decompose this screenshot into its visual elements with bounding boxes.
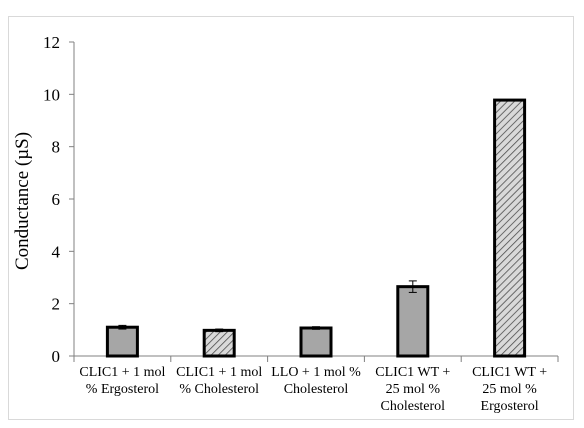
bar-3 (299, 326, 333, 358)
error-bar-2 (215, 328, 224, 333)
y-tick-label: 6 (52, 190, 61, 209)
y-tick-label: 2 (52, 295, 61, 314)
bar-4 (396, 285, 430, 358)
bar-2 (202, 328, 236, 358)
y-tick-label: 8 (52, 138, 61, 157)
x-tick-label-1: CLIC1 + 1 mol% Ergosterol (79, 365, 165, 397)
bar-5 (493, 98, 527, 358)
y-tick-label: 12 (43, 33, 60, 52)
error-bar-3 (312, 326, 320, 330)
error-bar-1 (118, 324, 127, 330)
error-bar-4 (408, 280, 417, 293)
x-tick-label-5: CLIC1 WT +25 mol % Ergosterol (472, 365, 547, 414)
chart-frame (8, 16, 574, 420)
x-tick-label-4: CLIC1 WT +25 mol % Cholesterol (375, 365, 450, 414)
x-tick-label-3: LLO + 1 mol % Cholesterol (271, 365, 361, 397)
bar-1 (105, 325, 139, 358)
y-tick-label: 0 (52, 347, 61, 366)
y-axis-title: Conductance (µS) (12, 132, 33, 270)
y-tick-label: 10 (43, 85, 60, 104)
y-tick-label: 4 (52, 242, 61, 261)
x-tick-label-2: CLIC1 + 1 mol% Cholesterol (176, 365, 262, 397)
